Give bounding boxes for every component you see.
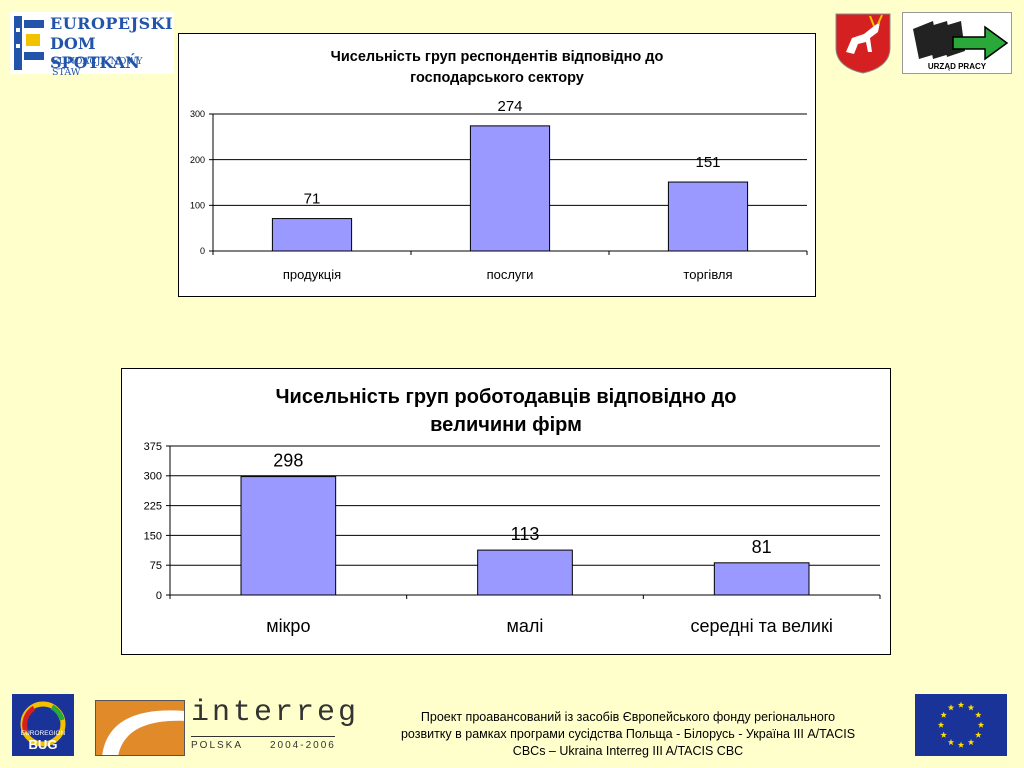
coat-of-arms-logo (834, 12, 892, 74)
coat-of-arms-icon (835, 13, 891, 74)
chart-sector: Чисельність груп респондентів відповідно… (178, 33, 816, 297)
star-icon (940, 731, 947, 738)
arrow-right-icon (913, 21, 1009, 61)
eds-line3: FUNDACJA NOWY STAW (52, 56, 143, 78)
data-label: 298 (273, 451, 303, 471)
footer-project-text: Проект проавансований із засобів Європей… (400, 710, 856, 758)
data-label: 113 (511, 524, 540, 544)
interreg-rule (191, 736, 335, 737)
eu-stars-icon (937, 701, 985, 748)
interreg-country: POLSKA (191, 740, 244, 751)
y-tick-label: 200 (190, 155, 205, 165)
y-tick-label: 0 (200, 246, 205, 256)
chart-firm-size-title: Чисельність груп роботодавців відповідно… (275, 386, 737, 436)
interreg-logo: interreg POLSKA 2004-2006 (95, 696, 356, 756)
star-icon (975, 711, 982, 718)
euroregion-line1: EUROREGION (20, 730, 66, 737)
bar-1 (271, 218, 353, 252)
interreg-graphic (95, 700, 185, 756)
chart-sector-plot: 0 100 200 300 71 продукція 274 послуги 151 торгів… (190, 98, 808, 282)
category-label: малі (507, 616, 544, 636)
star-icon (947, 704, 955, 711)
interreg-name: interreg (191, 696, 360, 730)
star-icon (957, 741, 965, 748)
category-label: торгівля (683, 267, 732, 282)
chart-firm-size-plot: 0 75 150 225 300 375 298 мікро 113 малі 81 середні … (144, 441, 881, 636)
star-icon (967, 704, 975, 711)
data-label: 71 (304, 191, 321, 208)
y-tick-label: 300 (190, 109, 205, 119)
urzad-pracy-label: URZĄD PRACY (927, 62, 987, 71)
y-tick-label: 150 (144, 530, 162, 542)
chart-sector-title: Чисельність груп респондентів відповідно… (330, 49, 664, 86)
eds-line2: DOM SPOTKAŃ (50, 34, 140, 72)
y-tick-label: 225 (144, 500, 162, 512)
euroregion-ring-icon (20, 701, 66, 747)
data-label: 81 (752, 537, 772, 557)
bar-3 (667, 181, 749, 252)
star-icon (940, 711, 947, 718)
eds-emblem-icon (14, 16, 44, 70)
bar-2 (469, 125, 551, 252)
category-label: продукція (283, 267, 341, 282)
data-label: 151 (695, 154, 720, 171)
interreg-years: 2004-2006 (270, 740, 336, 751)
y-tick-label: 75 (150, 560, 162, 572)
euroregion-bug-logo: EUROREGION BUG (12, 694, 74, 756)
star-icon (947, 738, 955, 746)
bar-2 (477, 549, 573, 596)
y-tick-label: 100 (190, 200, 205, 210)
y-tick-label: 375 (144, 441, 162, 453)
data-label: 274 (497, 98, 522, 115)
category-label: послуги (487, 267, 534, 282)
category-label: середні та великі (690, 616, 832, 636)
eds-line1: EUROPEJSKI (50, 14, 174, 33)
category-label: мікро (266, 616, 310, 636)
bar-3 (713, 562, 810, 596)
euroregion-line2: BUG (28, 737, 58, 752)
chart-firm-size: Чисельність груп роботодавців відповідно… (121, 368, 891, 655)
europejski-dom-spotkan-logo: EUROPEJSKI DOM SPOTKAŃ FUNDACJA NOWY STA… (10, 12, 174, 78)
y-tick-label: 0 (156, 590, 162, 602)
star-icon (977, 721, 985, 728)
star-icon (967, 738, 975, 746)
star-icon (975, 731, 982, 738)
bar-1 (240, 476, 337, 596)
star-icon (937, 721, 945, 728)
y-tick-label: 300 (144, 471, 162, 483)
urzad-pracy-logo: URZĄD PRACY (902, 12, 1012, 74)
star-icon (957, 701, 965, 708)
interreg-wave-icon (102, 710, 184, 755)
eu-flag-logo (915, 694, 1007, 756)
